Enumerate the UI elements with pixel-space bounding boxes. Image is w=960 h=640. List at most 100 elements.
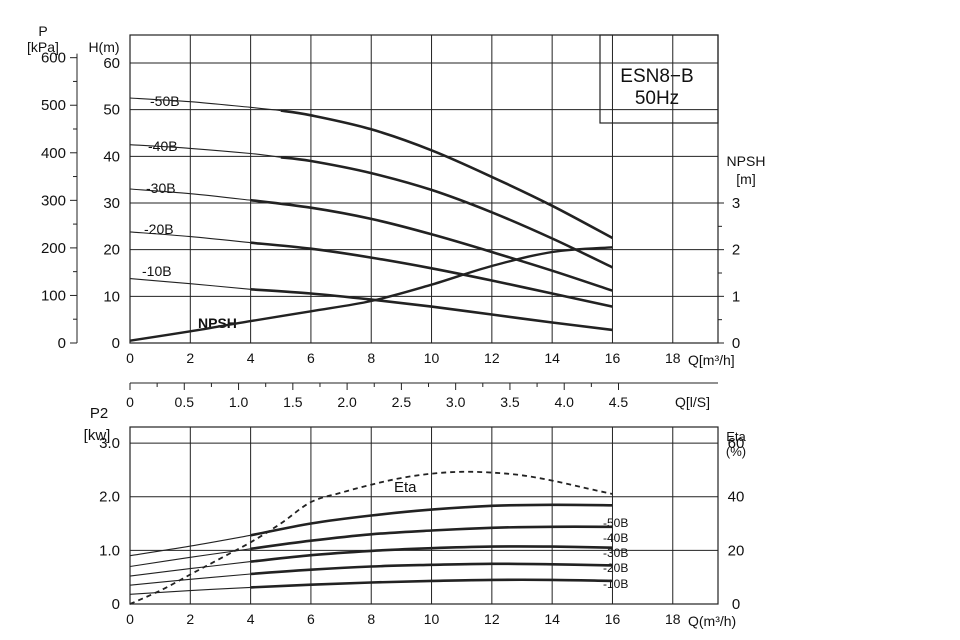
pressure-tick-label: 400 (41, 145, 66, 162)
head-x-tick-label: 14 (544, 350, 560, 366)
series-label-bottom-10b: -10B (603, 577, 628, 591)
power-curve-minus50B (250, 503, 613, 537)
head-y-tick-label: 50 (103, 102, 120, 119)
head-x-tick-label: 8 (367, 350, 375, 366)
head-curve-thin-minus50B (129, 97, 281, 112)
series-label-bottom-30b: -30B (603, 546, 628, 560)
flow-axis-label-top: Q[m³/h] (688, 352, 735, 368)
power-y-tick-label: 0 (112, 596, 120, 613)
pressure-tick-label: 200 (41, 240, 66, 257)
pressure-tick-label: 500 (41, 97, 66, 114)
power-curve-minus10B (250, 578, 613, 589)
pressure-tick-label: 300 (41, 192, 66, 209)
eta-curve (129, 470, 613, 605)
eta-tick-label: 20 (728, 542, 745, 559)
power-x-tick-label: 2 (186, 611, 194, 627)
power-x-tick-label: 16 (605, 611, 621, 627)
head-x-tick-label: 0 (126, 350, 134, 366)
power-curve-minus40B (250, 525, 613, 551)
flow-ls-tick-label: 2.5 (392, 394, 412, 410)
power-curve-thin-minus40B (129, 548, 251, 568)
head-y-tick-label: 40 (103, 148, 120, 165)
flow-ls-tick-label: 1.0 (229, 394, 249, 410)
npsh-axis-unit: [m] (736, 171, 755, 187)
power-x-tick-label: 6 (307, 611, 315, 627)
series-label-top-50b: -50B (150, 93, 180, 109)
flow-ls-tick-label: 4.5 (609, 394, 629, 410)
eta-axis-label: Eta (726, 429, 746, 444)
head-x-tick-label: 2 (186, 350, 194, 366)
npsh-curve (129, 246, 613, 342)
head-curve-minus50B (280, 109, 614, 240)
power-axis-label: P2 (90, 405, 108, 422)
chart-frequency: 50Hz (635, 88, 679, 109)
model-title-box (599, 34, 719, 124)
head-x-tick-label: 4 (247, 350, 255, 366)
power-curve-minus20B (250, 562, 613, 576)
series-label-bottom-20b: -20B (603, 561, 628, 575)
pressure-tick-label: 100 (41, 287, 66, 304)
power-x-tick-label: 14 (544, 611, 560, 627)
npsh-curve-label: NPSH (198, 315, 237, 331)
head-x-tick-label: 10 (424, 350, 440, 366)
power-curve-thin-minus10B (129, 586, 251, 595)
power-x-tick-label: 12 (484, 611, 500, 627)
npsh-tick-label: 1 (732, 288, 740, 305)
power-y-tick-label: 2.0 (99, 489, 120, 506)
head-axis-label: H(m) (88, 39, 119, 55)
power-x-tick-label: 4 (247, 611, 255, 627)
eta-tick-label: 0 (732, 596, 740, 613)
power-y-tick-label: 3.0 (99, 435, 120, 452)
pressure-tick-label: 600 (41, 50, 66, 67)
series-label-top-30b: -30B (146, 180, 176, 196)
head-curve-thin-minus20B (129, 231, 251, 244)
flow-ls-tick-label: 1.5 (283, 394, 303, 410)
head-curve-minus10B (250, 288, 613, 332)
npsh-tick-label: 3 (732, 195, 740, 212)
chart-drawing-layer: 0 2 4 6 8 10 12 14 16 180102030405060010020030040… (41, 34, 745, 627)
flow-ls-tick-label: 3.5 (500, 394, 520, 410)
series-label-bottom-40b: -40B (603, 531, 628, 545)
flow-ls-tick-label: 0 (126, 394, 134, 410)
head-curve-minus20B (250, 241, 613, 308)
npsh-tick-label: 0 (732, 335, 740, 352)
head-y-tick-label: 60 (103, 55, 120, 72)
power-curve-thin-minus30B (129, 561, 251, 577)
power-x-tick-label: 8 (367, 611, 375, 627)
flow-axis-label-bottom: Q(m³/h) (688, 613, 736, 629)
head-curve-thin-minus30B (129, 188, 251, 201)
head-x-tick-label: 18 (665, 350, 681, 366)
power-axis-unit: [kw] (84, 427, 111, 444)
pressure-axis-label: P (38, 23, 47, 39)
flow-ls-tick-label: 2.0 (337, 394, 357, 410)
pressure-axis-unit: [kPa] (27, 39, 59, 55)
head-curve-minus40B (280, 156, 614, 269)
head-x-tick-label: 12 (484, 350, 500, 366)
npsh-axis-label: NPSH (727, 153, 766, 169)
head-x-tick-label: 6 (307, 350, 315, 366)
chart-model-title: ESN8−B (620, 66, 693, 87)
series-label-top-40b: -40B (148, 138, 178, 154)
head-y-tick-label: 10 (103, 288, 120, 305)
power-x-tick-label: 0 (126, 611, 134, 627)
eta-curve-label: Eta (394, 479, 417, 496)
power-curve-minus30B (250, 545, 613, 563)
npsh-tick-label: 2 (732, 242, 740, 259)
eta-tick-label: 40 (728, 489, 745, 506)
eta-axis-unit: (%) (726, 444, 746, 459)
head-y-tick-label: 20 (103, 242, 120, 259)
flow-ls-axis-label: Q[l/S] (675, 394, 710, 410)
head-curve-thin-minus40B (129, 144, 281, 158)
power-x-tick-label: 10 (424, 611, 440, 627)
series-label-top-10b: -10B (142, 263, 172, 279)
power-curve-thin-minus50B (129, 534, 251, 557)
head-y-tick-label: 0 (112, 335, 120, 352)
head-x-tick-label: 16 (605, 350, 621, 366)
power-x-tick-label: 18 (665, 611, 681, 627)
pressure-tick-label: 0 (58, 335, 66, 352)
head-y-tick-label: 30 (103, 195, 120, 212)
flow-ls-tick-label: 4.0 (554, 394, 574, 410)
power-curve-thin-minus20B (129, 573, 251, 586)
power-plot-frame (129, 426, 719, 605)
